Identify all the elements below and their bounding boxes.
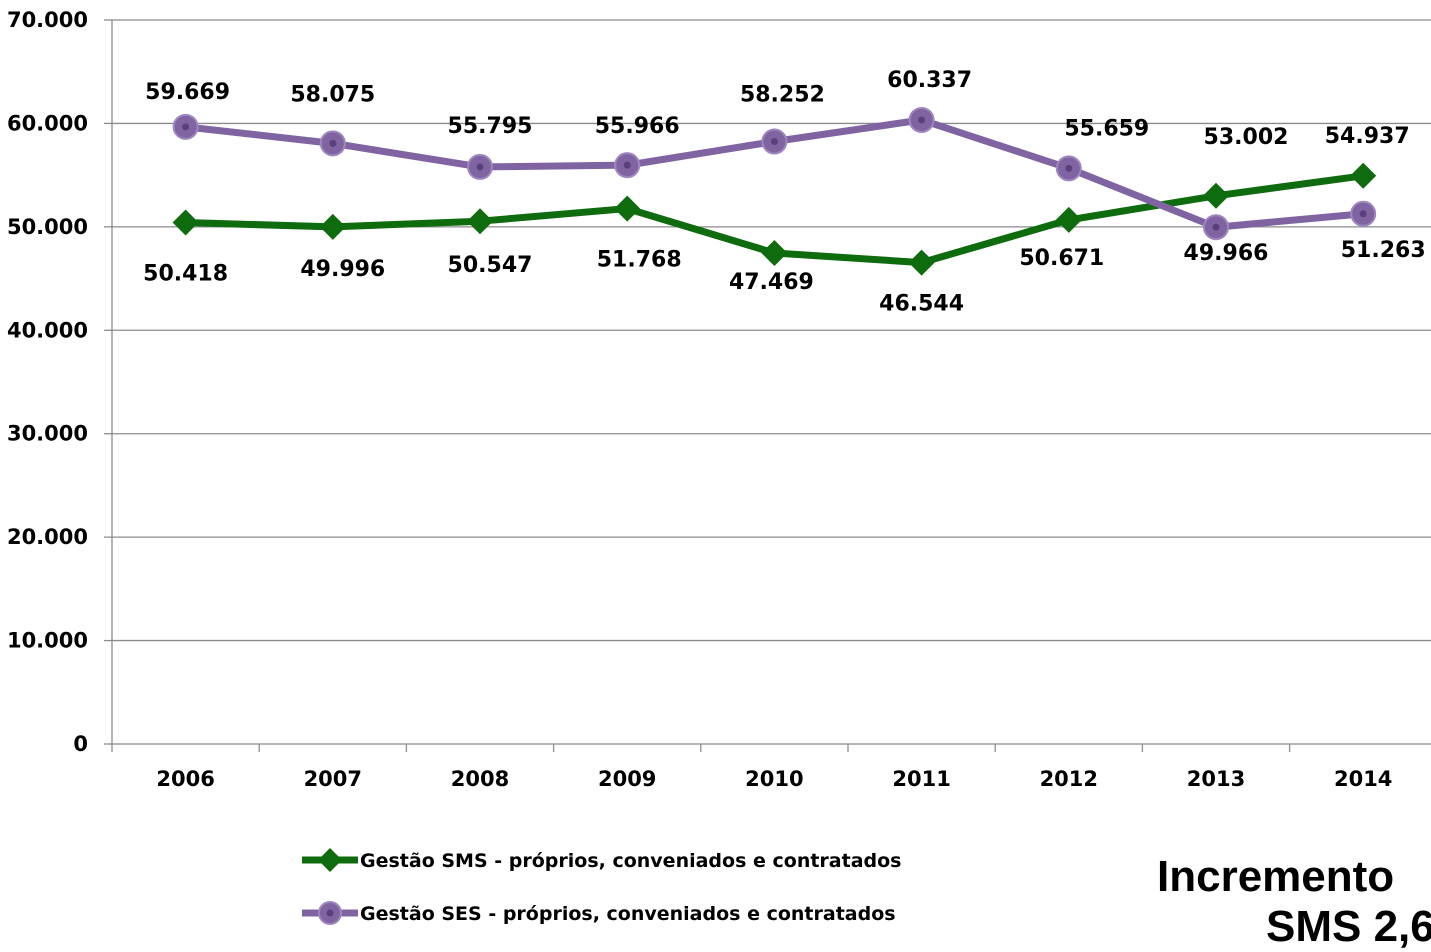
- x-axis-ticks: 2006 2007 2008 2009 2010 2011 2012 2013 2014: [156, 767, 1392, 791]
- sms-data-label: 50.547: [448, 253, 533, 278]
- diamond-marker: [761, 240, 788, 267]
- x-tick-label: 2011: [892, 767, 950, 791]
- x-tick-label: 2010: [745, 767, 803, 791]
- circle-marker-dot: [329, 139, 337, 147]
- circle-marker-dot: [623, 161, 631, 169]
- circle-marker-dot: [1212, 223, 1220, 231]
- ses-data-label: 58.252: [740, 83, 825, 108]
- circle-marker-dot: [1065, 164, 1073, 172]
- legend-label: Gestão SMS - próprios, conveniados e con…: [360, 850, 902, 872]
- ses-data-label: 51.263: [1341, 238, 1426, 263]
- y-tick-label: 20.000: [7, 525, 88, 549]
- y-tick-label: 50.000: [7, 215, 88, 239]
- circle-marker-dot: [1359, 210, 1367, 218]
- circle-marker-dot: [476, 163, 484, 171]
- circle-marker-dot: [182, 123, 190, 131]
- circle-marker-dot: [918, 116, 926, 124]
- line-chart: 0 10.000 20.000 30.000 40.000 50.000 60.000 70.…: [7, 8, 1431, 925]
- diamond-marker: [319, 213, 346, 240]
- annotation-sms: SMS 2,6: [1266, 902, 1431, 951]
- gridlines: [112, 19, 1431, 642]
- y-axis-ticks: 0 10.000 20.000 30.000 40.000 50.000 60.000 70.…: [7, 8, 88, 756]
- data-labels: 50.418 49.996 50.547 51.768 47.469 46.544 50.6…: [143, 68, 1426, 317]
- ses-data-label: 55.795: [448, 114, 533, 139]
- legend-item: Gestão SES - próprios, conveniados e con…: [302, 901, 896, 925]
- sms-data-label: 54.937: [1325, 124, 1410, 149]
- x-tick-label: 2007: [304, 767, 362, 791]
- sms-data-label: 50.418: [143, 262, 228, 287]
- y-tick-label: 0: [73, 732, 88, 756]
- diamond-marker: [318, 848, 342, 872]
- ses-data-label: 55.966: [595, 114, 680, 139]
- legend-item: Gestão SMS - próprios, conveniados e con…: [302, 848, 902, 872]
- legend: Gestão SMS - próprios, conveniados e con…: [302, 848, 902, 925]
- sms-data-label: 50.671: [1019, 246, 1104, 271]
- sms-data-label: 51.768: [597, 248, 682, 273]
- series-lines: [172, 106, 1377, 276]
- diamond-marker: [1055, 206, 1082, 233]
- x-tick-label: 2006: [156, 767, 214, 791]
- y-tick-label: 10.000: [7, 629, 88, 653]
- sms-data-label: 53.002: [1204, 125, 1289, 150]
- ses-data-label: 59.669: [145, 80, 230, 105]
- sms-data-label: 46.544: [879, 292, 964, 317]
- diamond-marker: [172, 209, 199, 236]
- x-tick-label: 2013: [1187, 767, 1245, 791]
- diamond-marker: [908, 249, 935, 276]
- y-tick-label: 60.000: [7, 111, 88, 135]
- circle-marker-dot: [770, 138, 778, 146]
- axes: [104, 19, 1431, 752]
- diamond-marker: [614, 195, 641, 222]
- diamond-marker: [1350, 162, 1377, 189]
- y-tick-label: 70.000: [7, 8, 88, 32]
- ses-data-label: 55.659: [1064, 116, 1149, 141]
- legend-label: Gestão SES - próprios, conveniados e con…: [360, 903, 896, 925]
- diamond-marker: [467, 208, 493, 235]
- circle-marker-dot: [326, 909, 334, 917]
- sms-data-label: 49.996: [300, 257, 385, 282]
- x-tick-label: 2009: [598, 767, 656, 791]
- y-tick-label: 30.000: [7, 422, 88, 446]
- x-tick-label: 2012: [1040, 767, 1098, 791]
- ses-data-label: 49.966: [1184, 241, 1269, 266]
- ses-data-label: 58.075: [290, 82, 375, 107]
- annotation-incremento: Incremento: [1157, 852, 1395, 901]
- x-tick-label: 2008: [451, 767, 509, 791]
- sms-data-label: 47.469: [729, 270, 814, 295]
- diamond-marker: [1203, 182, 1229, 209]
- ses-data-label: 60.337: [887, 68, 972, 93]
- x-tick-label: 2014: [1334, 767, 1392, 791]
- y-tick-label: 40.000: [7, 318, 88, 342]
